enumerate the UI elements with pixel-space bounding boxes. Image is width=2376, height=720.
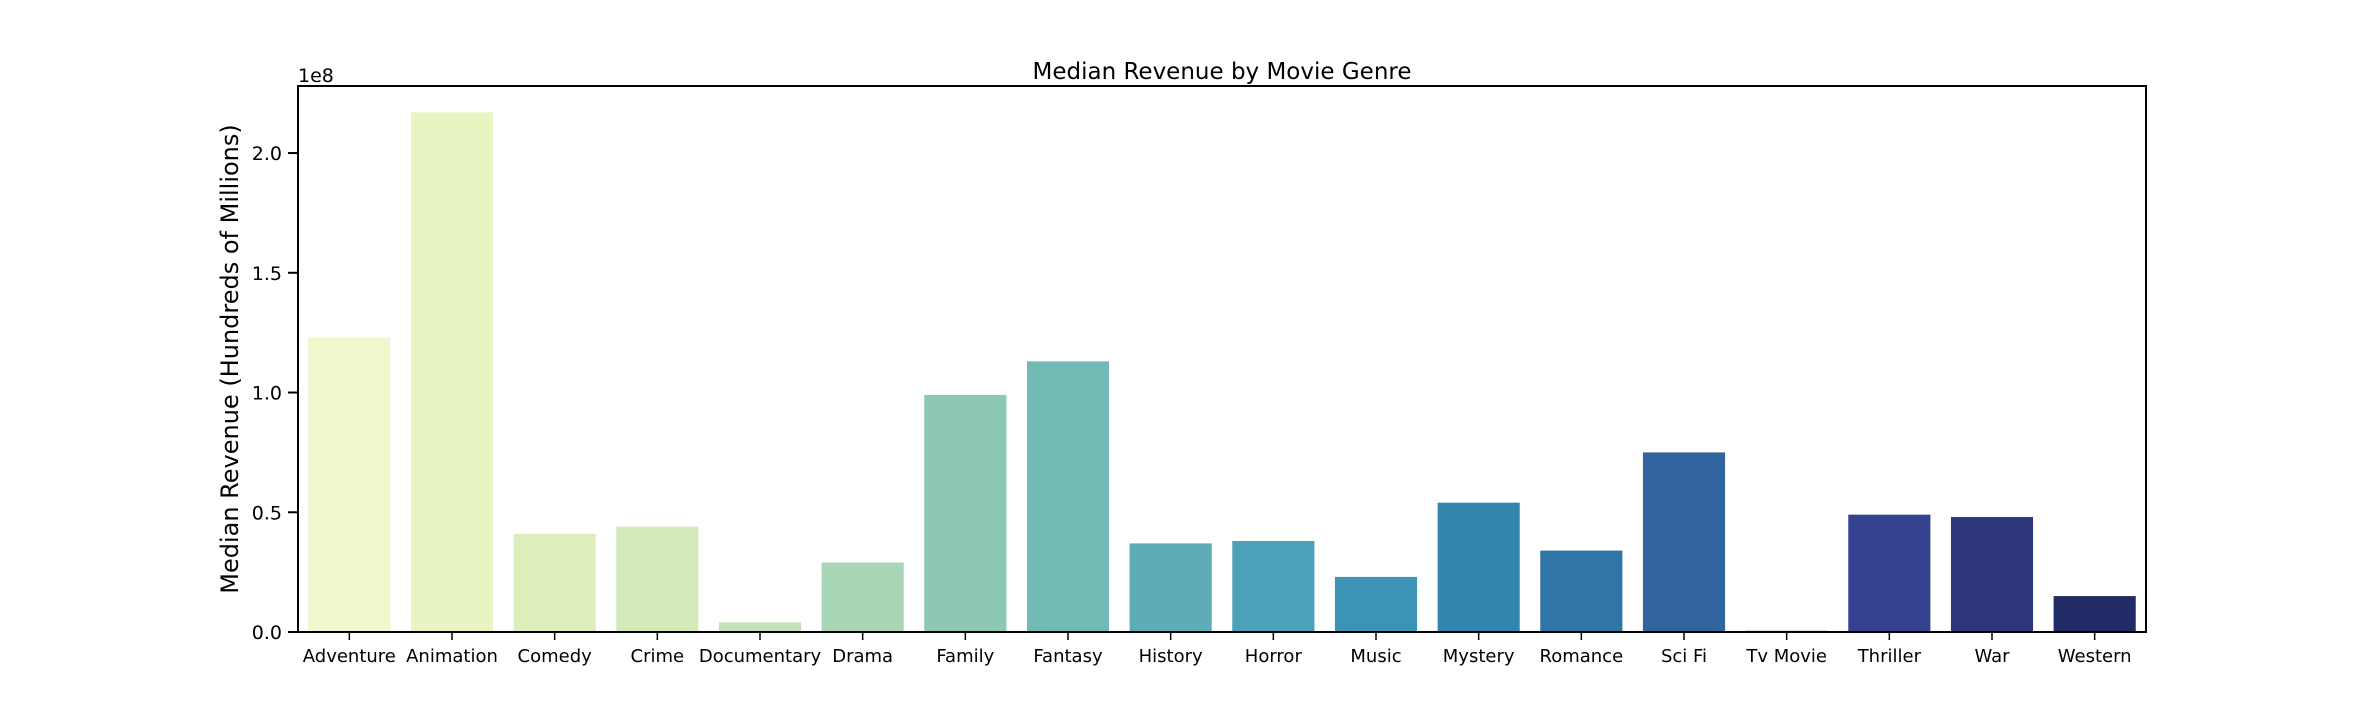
x-tick-label: Fantasy	[1033, 646, 1103, 667]
x-tick-label: Comedy	[518, 646, 593, 667]
x-tick-label: Family	[936, 646, 994, 667]
y-axis-label: Median Revenue (Hundreds of Millions)	[216, 124, 244, 594]
bar-history	[1129, 543, 1212, 632]
x-tick-label: Sci Fi	[1661, 646, 1707, 667]
bar-fantasy	[1026, 361, 1110, 632]
bar-drama	[821, 562, 904, 632]
y-axis-ticks: 0.0 0.5 1.0 1.5 2.0	[252, 143, 298, 644]
x-tick-label: War	[1974, 646, 2010, 667]
plot-frame	[297, 85, 2147, 633]
bar-sci-fi	[1642, 452, 1726, 632]
x-tick-label: Western	[2058, 646, 2132, 667]
bar-adventure	[308, 337, 391, 632]
y-tick-label: 1.0	[252, 383, 282, 405]
x-tick-label: Crime	[631, 646, 685, 667]
bars-group	[308, 112, 2136, 632]
bar-animation	[410, 112, 494, 632]
x-axis-ticks: Adventure Animation Comedy Crime Documentary…	[303, 632, 2132, 667]
y-tick-label: 1.5	[252, 263, 282, 285]
x-tick-label: History	[1139, 646, 1203, 667]
x-tick-label: Tv Movie	[1745, 646, 1827, 667]
x-tick-label: Animation	[406, 646, 498, 667]
bar-music	[1334, 576, 1418, 632]
x-tick-label: Drama	[832, 646, 893, 667]
bar-romance	[1540, 550, 1623, 632]
x-tick-label: Adventure	[303, 646, 396, 667]
chart-title: Median Revenue by Movie Genre	[1033, 59, 1412, 85]
x-tick-label: Romance	[1540, 646, 1624, 667]
bar-war	[1950, 517, 2034, 632]
bar-horror	[1232, 541, 1315, 632]
bar-documentary	[718, 622, 802, 632]
bar-thriller	[1848, 514, 1931, 632]
y-axis-offset-label: 1e8	[298, 65, 334, 87]
y-tick-label: 2.0	[252, 143, 282, 165]
bar-crime	[616, 526, 699, 632]
bar-western	[2053, 596, 2136, 632]
bar-comedy	[513, 533, 596, 632]
x-tick-label: Mystery	[1443, 646, 1515, 667]
y-tick-label: 0.0	[252, 622, 282, 644]
bar-mystery	[1437, 502, 1520, 632]
x-tick-label: Documentary	[699, 646, 822, 667]
bar-family	[924, 394, 1007, 632]
y-tick-label: 0.5	[252, 502, 282, 524]
x-tick-label: Horror	[1245, 646, 1303, 667]
x-tick-label: Music	[1350, 646, 1401, 667]
x-tick-label: Thriller	[1857, 646, 1922, 667]
